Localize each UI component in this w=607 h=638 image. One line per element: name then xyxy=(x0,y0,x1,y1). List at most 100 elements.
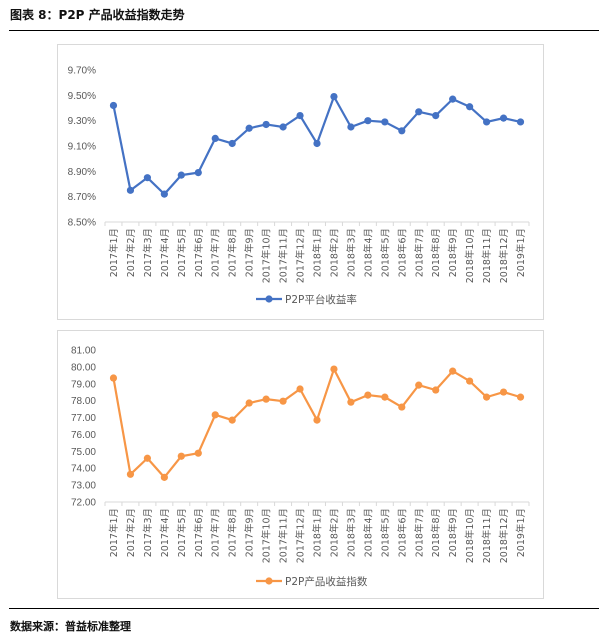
data-point xyxy=(398,403,406,411)
legend-marker xyxy=(265,295,273,303)
legend-label: P2P平台收益率 xyxy=(285,293,357,306)
x-tick-label: 2018年7月 xyxy=(413,508,425,557)
x-tick-label: 2017年7月 xyxy=(210,228,222,277)
data-point xyxy=(516,393,525,401)
x-tick-label: 2017年11月 xyxy=(278,228,290,283)
legend-marker xyxy=(265,577,273,585)
footer-rule xyxy=(9,608,599,609)
x-tick-label: 2017年4月 xyxy=(159,228,171,277)
data-point xyxy=(398,127,406,135)
x-tick-label: 2017年12月 xyxy=(295,508,307,563)
data-point xyxy=(432,386,440,394)
data-point xyxy=(177,452,185,460)
x-tick-label: 2018年2月 xyxy=(328,508,340,557)
data-point xyxy=(211,411,219,419)
y-tick-label: 77.00 xyxy=(71,413,96,424)
x-tick-label: 2017年3月 xyxy=(142,228,154,277)
y-tick-label: 9.10% xyxy=(68,142,96,153)
data-point xyxy=(483,393,491,401)
x-tick-label: 2019年1月 xyxy=(515,228,527,277)
data-point xyxy=(160,473,168,481)
data-point xyxy=(262,120,270,129)
data-point xyxy=(211,134,219,142)
data-point xyxy=(313,139,321,148)
data-point xyxy=(449,95,457,103)
x-tick-label: 2017年5月 xyxy=(176,228,188,277)
y-tick-label: 9.70% xyxy=(68,66,96,77)
y-tick-label: 80.00 xyxy=(71,362,96,373)
data-point xyxy=(449,367,457,375)
x-tick-label: 2017年9月 xyxy=(244,508,256,557)
x-tick-label: 2017年9月 xyxy=(244,228,256,277)
x-tick-label: 2018年2月 xyxy=(328,228,340,277)
data-point xyxy=(364,117,372,125)
y-tick-label: 73.00 xyxy=(71,481,96,492)
chart-frame-index: 81.00 80.00 79.00 78.00 77.00 76.00 75.00 74.00… xyxy=(57,330,544,599)
data-point xyxy=(415,108,423,116)
y-tick-label: 8.90% xyxy=(68,167,96,178)
x-tick-label: 2017年2月 xyxy=(125,508,137,557)
data-point xyxy=(516,118,525,126)
data-point xyxy=(432,112,440,120)
x-tick-label: 2018年4月 xyxy=(362,508,374,557)
legend-label: P2P产品收益指数 xyxy=(285,575,368,588)
y-tick-label: 8.50% xyxy=(68,218,96,229)
x-tick-label: 2019年1月 xyxy=(515,508,527,557)
chart-frame-yield: 9.70% 9.50% 9.30% 9.10% 8.90% 8.70% 8.50% 2017年… xyxy=(57,44,544,320)
x-tick-label: 2018年7月 xyxy=(413,228,425,277)
data-point xyxy=(160,190,168,198)
data-point xyxy=(109,101,118,110)
data-point xyxy=(483,118,491,126)
x-tick-label: 2017年10月 xyxy=(261,228,273,283)
data-point xyxy=(143,454,151,462)
data-point xyxy=(126,186,135,194)
x-tick-label: 2018年3月 xyxy=(345,508,357,557)
y-tick-label: 75.00 xyxy=(71,447,96,458)
x-tick-label: 2018年6月 xyxy=(396,228,408,277)
data-point xyxy=(228,139,236,148)
x-tick-label: 2018年11月 xyxy=(481,508,493,563)
x-tick-label: 2018年9月 xyxy=(447,228,459,277)
data-point xyxy=(177,171,185,179)
x-tick-label: 2017年5月 xyxy=(176,508,188,557)
x-tick-label: 2017年12月 xyxy=(295,228,307,283)
data-point xyxy=(194,449,202,457)
source-note: 数据来源：普益标准整理 xyxy=(10,620,131,633)
data-point xyxy=(499,114,508,122)
data-point xyxy=(330,365,338,373)
figure-title: 图表 8：P2P 产品收益指数走势 xyxy=(10,8,185,22)
data-point xyxy=(143,174,151,182)
data-point xyxy=(347,123,355,131)
data-point xyxy=(279,123,287,131)
x-tick-label: 2018年4月 xyxy=(362,228,374,277)
y-tick-label: 9.50% xyxy=(68,91,96,102)
x-tick-label: 2018年12月 xyxy=(498,228,510,283)
data-point xyxy=(466,103,474,111)
data-point xyxy=(499,388,508,396)
x-tick-label: 2018年3月 xyxy=(345,228,357,277)
data-point xyxy=(126,470,135,478)
x-tick-label: 2017年4月 xyxy=(159,508,171,557)
data-point xyxy=(415,381,423,389)
data-point xyxy=(313,416,321,424)
x-tick-label: 2018年1月 xyxy=(312,508,324,557)
x-tick-label: 2017年1月 xyxy=(108,508,120,557)
y-tick-label: 9.30% xyxy=(68,116,96,127)
data-point xyxy=(279,397,287,405)
y-tick-label: 76.00 xyxy=(71,430,96,441)
y-tick-label: 79.00 xyxy=(71,379,96,390)
data-point xyxy=(364,391,372,399)
data-point xyxy=(262,395,270,403)
x-tick-label: 2018年5月 xyxy=(379,228,391,277)
x-tick-label: 2017年11月 xyxy=(278,508,290,563)
x-tick-label: 2018年8月 xyxy=(430,508,442,557)
data-point xyxy=(228,416,236,424)
x-tick-label: 2018年5月 xyxy=(379,508,391,557)
x-tick-label: 2018年12月 xyxy=(498,508,510,563)
x-tick-label: 2018年11月 xyxy=(481,228,493,283)
yield-chart: 9.70% 9.50% 9.30% 9.10% 8.90% 8.70% 8.50% 2017年… xyxy=(68,66,530,306)
x-tick-label: 2017年8月 xyxy=(227,228,239,277)
data-point xyxy=(245,124,253,132)
index-chart: 81.00 80.00 79.00 78.00 77.00 76.00 75.00 74.00… xyxy=(71,346,530,588)
x-tick-label: 2017年1月 xyxy=(108,228,120,277)
